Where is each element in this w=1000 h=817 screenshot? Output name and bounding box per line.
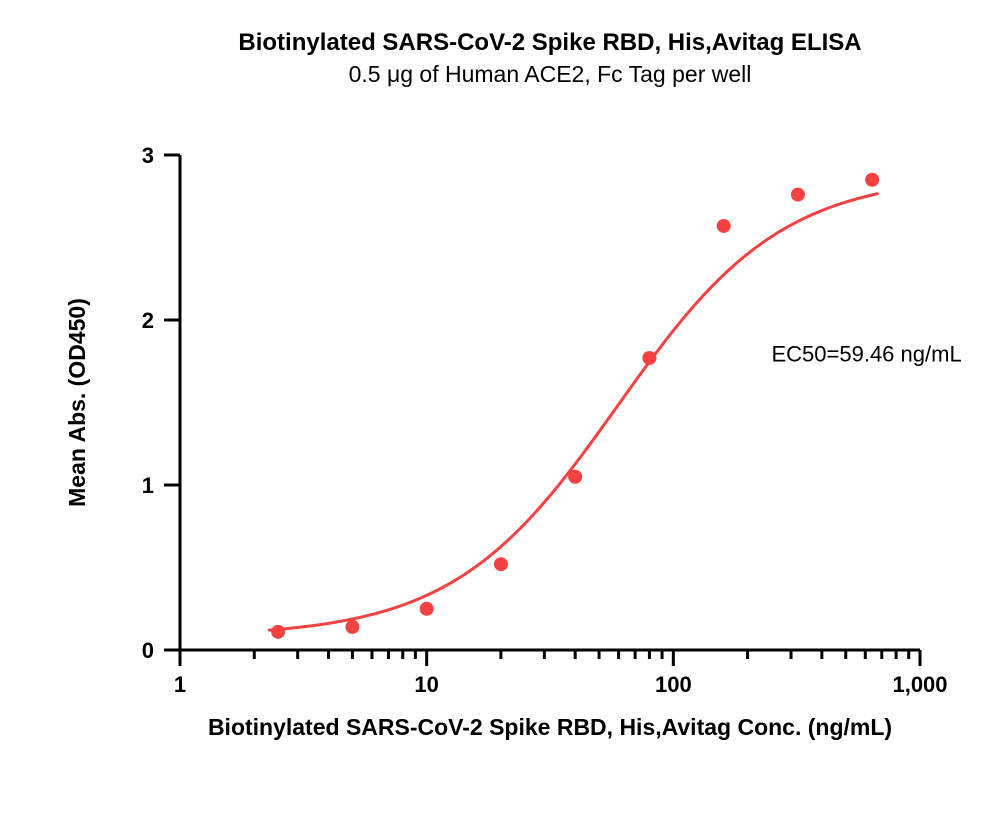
x-tick-label: 100: [655, 672, 692, 697]
data-point: [420, 602, 434, 616]
x-tick-label: 1,000: [892, 672, 947, 697]
chart-title-line2: 0.5 μg of Human ACE2, Fc Tag per well: [349, 61, 752, 87]
y-tick-label: 3: [142, 143, 154, 168]
data-point: [717, 219, 731, 233]
data-point: [642, 351, 656, 365]
data-point: [494, 557, 508, 571]
chart-container: Biotinylated SARS-CoV-2 Spike RBD, His,A…: [0, 0, 1000, 817]
ec50-annotation: EC50=59.46 ng/mL: [771, 341, 961, 366]
data-point: [271, 625, 285, 639]
y-axis-label: Mean Abs. (OD450): [64, 298, 90, 507]
elisa-chart-svg: Biotinylated SARS-CoV-2 Spike RBD, His,A…: [0, 0, 1000, 817]
y-tick-label: 1: [142, 473, 154, 498]
data-point: [791, 188, 805, 202]
data-point: [865, 173, 879, 187]
x-tick-label: 1: [174, 672, 186, 697]
fit-curve: [269, 194, 877, 630]
y-tick-label: 0: [142, 638, 154, 663]
x-axis-label: Biotinylated SARS-CoV-2 Spike RBD, His,A…: [208, 714, 892, 740]
data-point: [345, 620, 359, 634]
x-tick-label: 10: [414, 672, 438, 697]
y-tick-label: 2: [142, 308, 154, 333]
chart-title-line1: Biotinylated SARS-CoV-2 Spike RBD, His,A…: [238, 29, 861, 56]
data-point: [568, 470, 582, 484]
